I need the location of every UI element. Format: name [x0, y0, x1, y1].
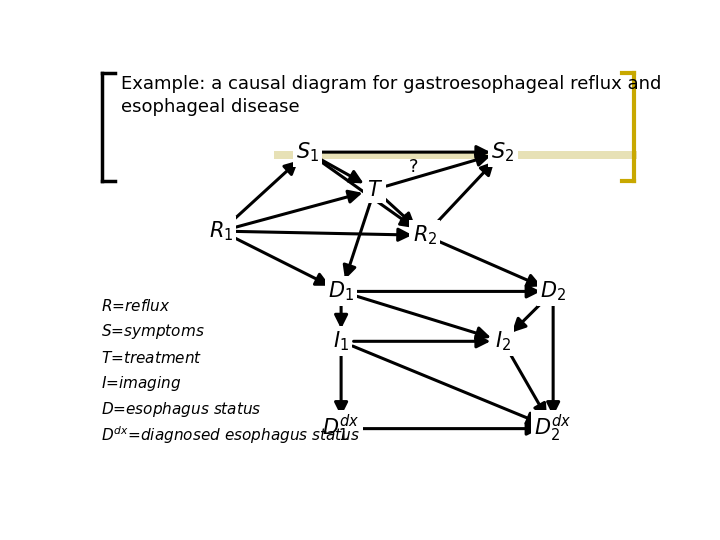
Text: $R$=reflux: $R$=reflux: [101, 298, 171, 314]
Text: $I_2$: $I_2$: [495, 329, 511, 353]
Text: $D$=esophagus status: $D$=esophagus status: [101, 400, 261, 419]
Text: $D_2^{dx}$: $D_2^{dx}$: [534, 413, 572, 444]
Text: $D_1$: $D_1$: [328, 280, 354, 303]
Bar: [274, 151, 636, 159]
Text: $R_2$: $R_2$: [413, 224, 437, 247]
Text: ?: ?: [409, 158, 418, 176]
Text: Example: a causal diagram for gastroesophageal reflux and: Example: a causal diagram for gastroesop…: [121, 75, 661, 93]
Text: $I_1$: $I_1$: [333, 329, 349, 353]
Text: $S_2$: $S_2$: [491, 140, 515, 164]
Text: $I$=imaging: $I$=imaging: [101, 374, 181, 393]
Text: $T$=treatment: $T$=treatment: [101, 349, 202, 366]
Text: esophageal disease: esophageal disease: [121, 98, 300, 116]
Text: $S$=symptoms: $S$=symptoms: [101, 322, 205, 341]
Text: $T$: $T$: [366, 179, 382, 200]
Text: $S_1$: $S_1$: [296, 140, 319, 164]
Text: $D^{dx}$=diagnosed esophagus status: $D^{dx}$=diagnosed esophagus status: [101, 424, 360, 446]
Text: $D_2$: $D_2$: [540, 280, 566, 303]
Text: $R_1$: $R_1$: [209, 219, 233, 243]
Text: $D_1^{dx}$: $D_1^{dx}$: [323, 413, 360, 444]
